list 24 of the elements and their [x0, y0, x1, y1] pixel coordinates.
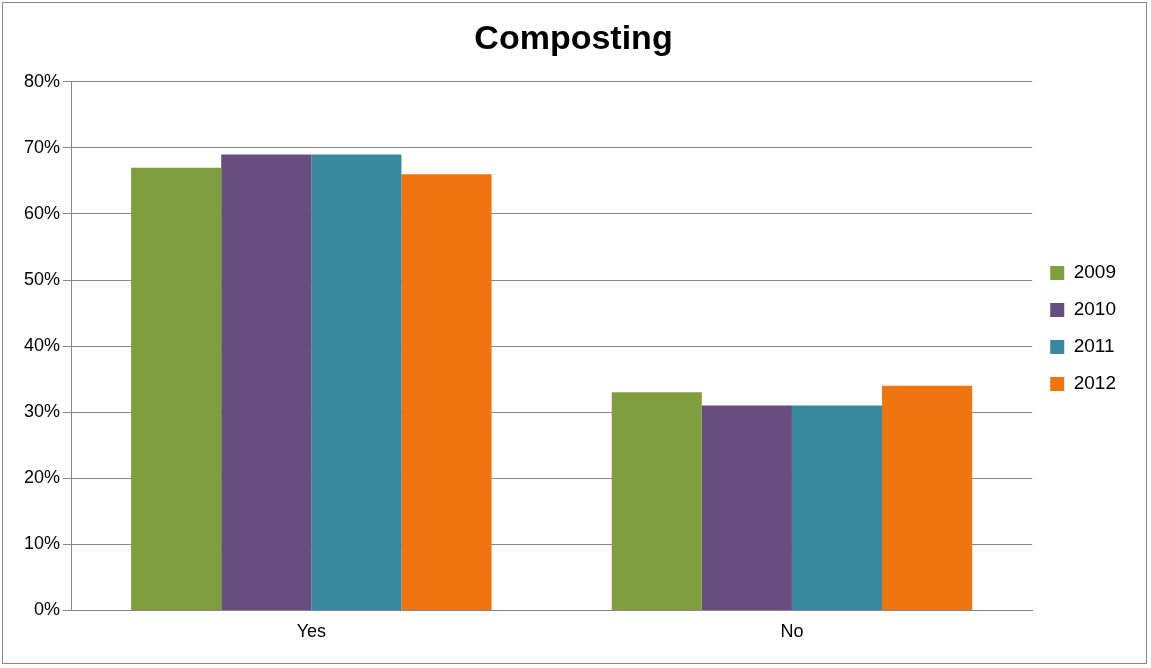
bar: [401, 174, 492, 610]
y-tick-label: 70%: [24, 136, 61, 157]
legend-label: 2009: [1073, 261, 1117, 283]
bar: [882, 385, 973, 610]
bar: [701, 405, 792, 610]
legend-label: 2011: [1073, 335, 1115, 357]
bar: [791, 405, 883, 610]
legend-label: 2012: [1073, 372, 1117, 394]
bar: [311, 154, 402, 610]
x-tick-label: Yes: [296, 621, 327, 642]
y-tick-label: 20%: [24, 467, 61, 488]
y-tick-label: 0%: [34, 599, 61, 620]
bar: [611, 392, 702, 610]
bar: [131, 167, 222, 610]
y-tick-label: 50%: [24, 268, 61, 289]
y-tick-label: 10%: [24, 533, 61, 554]
bar: [221, 154, 312, 610]
y-tick-label: 60%: [24, 202, 61, 223]
legend-label: 2010: [1073, 298, 1117, 320]
y-tick-label: 30%: [24, 401, 61, 422]
x-tick-label: No: [780, 621, 804, 642]
chart-title: Composting: [474, 17, 673, 56]
y-tick-label: 40%: [24, 335, 61, 356]
y-tick-label: 80%: [24, 70, 61, 91]
